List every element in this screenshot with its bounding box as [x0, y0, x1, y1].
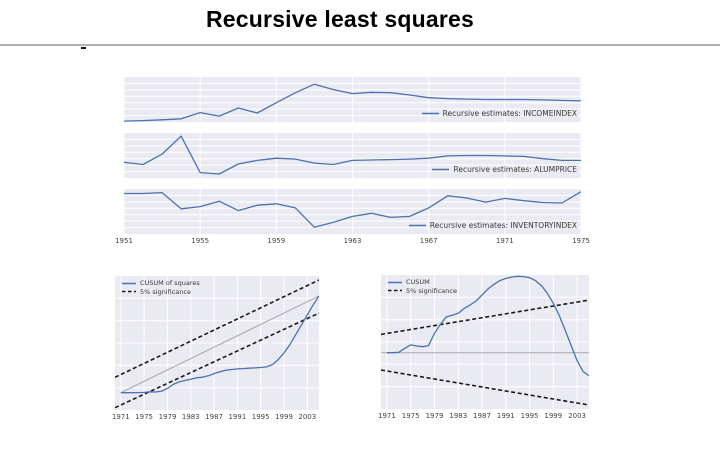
- legend-entry-recursive-estimates-inventoryindex: Recursive estimates: INVENTORYINDEX: [408, 220, 577, 230]
- legend-entry-cusum: CUSUM: [388, 279, 457, 286]
- dashed-line-sample-icon: [388, 290, 402, 292]
- recursive-estimates-inventoryindex-legend: Recursive estimates: INVENTORYINDEX: [408, 220, 577, 230]
- x-tick-label-1999: 1999: [544, 412, 563, 420]
- x-tick-label-1991: 1991: [228, 413, 247, 421]
- recursive-estimates-incomeindex-legend: Recursive estimates: INCOMEINDEX: [421, 108, 577, 118]
- series-5-significance-lower-bound: [115, 312, 319, 409]
- x-tick-label-1955: 1955: [191, 237, 210, 245]
- cusum-legend: CUSUM 5% significance: [388, 279, 457, 294]
- legend-label: 5% significance: [140, 287, 191, 296]
- legend-label: Recursive estimates: INCOMEINDEX: [442, 108, 577, 118]
- legend-entry-5-significance: 5% significance: [122, 287, 200, 296]
- x-tick-label-1999: 1999: [275, 413, 293, 421]
- x-tick-label-1951: 1951: [115, 237, 133, 245]
- legend-entry-recursive-estimates-alumprice: Recursive estimates: ALUMPRICE: [432, 164, 577, 174]
- x-tick-label-1975: 1975: [401, 412, 420, 420]
- legend-label: CUSUM of squares: [140, 279, 200, 287]
- solid-line-sample-icon: [122, 282, 136, 284]
- x-tick-label-1971: 1971: [111, 413, 130, 421]
- cusum-of-squares-legend: CUSUM of squares 5% significance: [122, 280, 200, 295]
- x-tick-label-1987: 1987: [205, 413, 223, 421]
- page-title: Recursive least squares: [206, 6, 474, 32]
- legend-label: CUSUM: [406, 278, 430, 286]
- recursive-estimates-incomeindex-plot-area: [124, 77, 581, 122]
- x-tick-label-1987: 1987: [473, 412, 491, 420]
- horizontal-divider: [0, 44, 720, 46]
- chart-recursive-estimates-alumprice: Recursive estimates: ALUMPRICE: [124, 133, 581, 178]
- x-tick-label-1991: 1991: [496, 412, 515, 420]
- x-tick-label-1983: 1983: [449, 412, 468, 420]
- cusum-plot-area: [381, 275, 589, 409]
- solid-line-sample-icon: [421, 112, 439, 114]
- tiny-dash-artifact: [81, 47, 86, 49]
- x-tick-label-1995: 1995: [520, 412, 539, 420]
- solid-line-sample-icon: [388, 281, 402, 283]
- series-5-significance-upper-bound: [381, 299, 589, 336]
- legend-entry-5-significance: 5% significance: [388, 286, 457, 295]
- x-tick-label-1979: 1979: [425, 412, 444, 420]
- recursive-estimates-alumprice-legend: Recursive estimates: ALUMPRICE: [432, 164, 577, 174]
- x-tick-label-1975: 1975: [135, 413, 153, 421]
- x-tick-label-1971: 1971: [377, 412, 396, 420]
- legend-label: 5% significance: [406, 286, 457, 295]
- x-tick-label-2003: 2003: [568, 412, 586, 420]
- x-tick-label-2003: 2003: [298, 413, 317, 421]
- series-reference-line: [120, 295, 319, 394]
- series-recursive-estimates-inventoryindex: [124, 191, 581, 228]
- solid-line-sample-icon: [432, 168, 450, 170]
- legend-label: Recursive estimates: INVENTORYINDEX: [429, 220, 577, 230]
- x-tick-label-1995: 1995: [251, 413, 270, 421]
- series-cusum: [386, 275, 589, 377]
- x-tick-label-1963: 1963: [343, 237, 362, 245]
- series-cusum-of-squares: [120, 295, 319, 394]
- x-tick-label-1979: 1979: [158, 413, 177, 421]
- chart-recursive-estimates-inventoryindex: 1951 1955 1959 1963 1967 1971 1975 Recursive es…: [115, 189, 590, 245]
- recursive-estimates-inventoryindex-plot-area: [124, 189, 581, 234]
- legend-label: Recursive estimates: ALUMPRICE: [453, 164, 577, 174]
- chart-cusum: 1971 1975 1979 1983 1987 1991 1995 1999 2003 CUSU…: [378, 275, 589, 420]
- chart-cusum-of-squares: 1971 1975 1979 1983 1987 1991 1995 1999 2003 CUSU…: [112, 276, 319, 421]
- series-recursive-estimates-alumprice: [124, 135, 581, 175]
- x-tick-label-1967: 1967: [419, 237, 438, 245]
- legend-entry-cusum-of-squares: CUSUM of squares: [122, 280, 200, 287]
- dashed-line-sample-icon: [122, 291, 136, 293]
- series-5-significance-lower-bound: [381, 369, 589, 406]
- x-tick-label-1959: 1959: [267, 237, 286, 245]
- x-tick-label-1971: 1971: [495, 237, 514, 245]
- series-recursive-estimates-incomeindex: [124, 83, 581, 122]
- series-5-significance-upper-bound: [115, 279, 319, 379]
- chart-recursive-estimates-incomeindex: Recursive estimates: INCOMEINDEX: [124, 77, 581, 122]
- legend-entry-recursive-estimates-incomeindex: Recursive estimates: INCOMEINDEX: [421, 108, 577, 118]
- solid-line-sample-icon: [408, 224, 426, 226]
- x-tick-label-1983: 1983: [181, 413, 200, 421]
- cusum-of-squares-plot-area: [115, 276, 319, 410]
- x-tick-label-1975: 1975: [572, 237, 590, 245]
- recursive-estimates-alumprice-plot-area: [124, 133, 581, 178]
